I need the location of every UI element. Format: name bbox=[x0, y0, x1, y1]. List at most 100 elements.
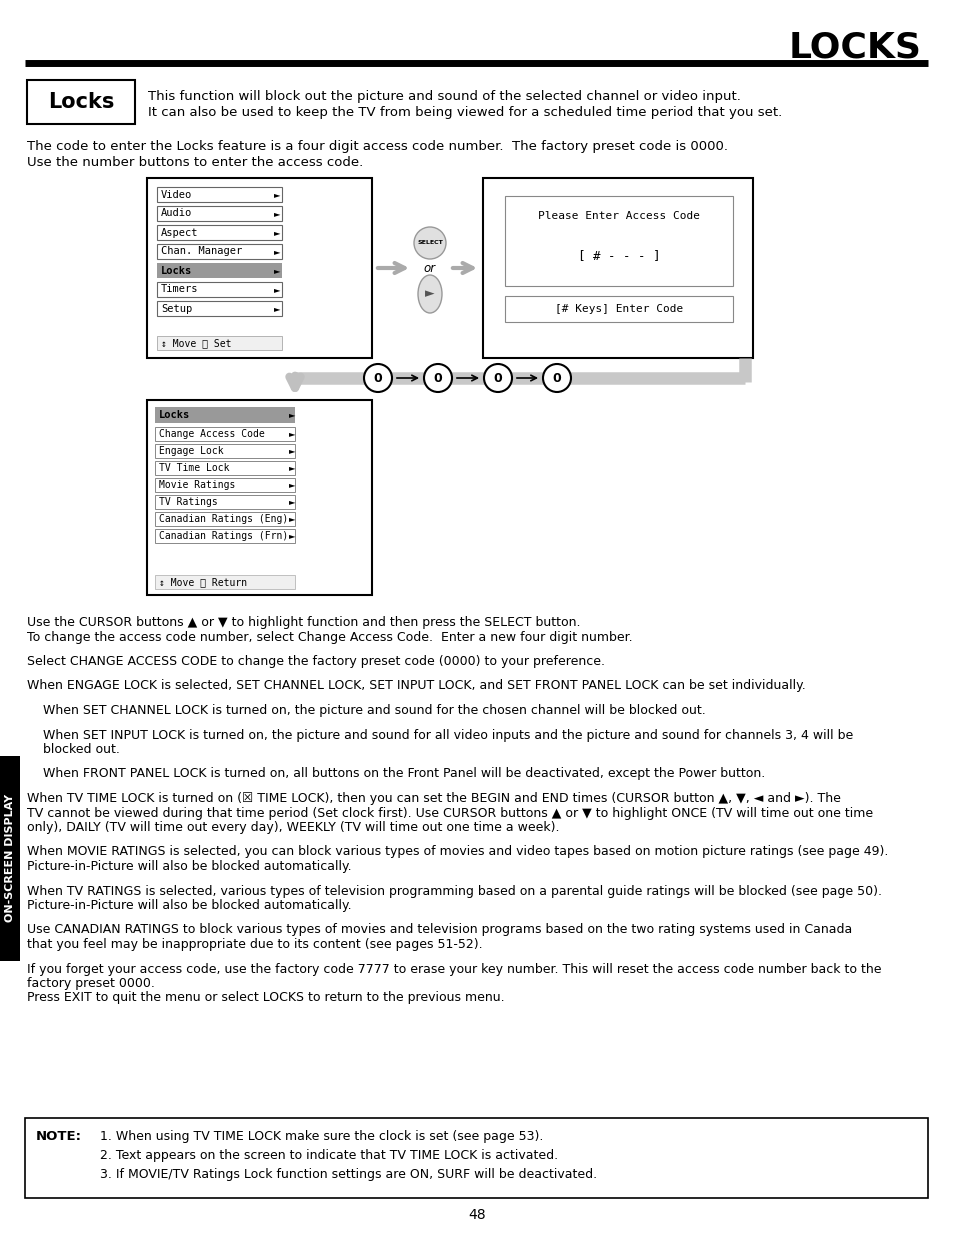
Text: Picture-in-Picture will also be blocked automatically.: Picture-in-Picture will also be blocked … bbox=[27, 860, 352, 873]
Text: 1. When using TV TIME LOCK make sure the clock is set (see page 53).: 1. When using TV TIME LOCK make sure the… bbox=[100, 1130, 543, 1144]
Text: [# Keys] Enter Code: [# Keys] Enter Code bbox=[555, 304, 682, 314]
Text: 0: 0 bbox=[374, 372, 382, 384]
Circle shape bbox=[423, 364, 452, 391]
Text: Canadian Ratings (Frn): Canadian Ratings (Frn) bbox=[159, 531, 288, 541]
Text: Video: Video bbox=[161, 189, 193, 200]
Text: Change Access Code: Change Access Code bbox=[159, 429, 265, 438]
Circle shape bbox=[414, 227, 446, 259]
Circle shape bbox=[364, 364, 392, 391]
Text: ►: ► bbox=[288, 515, 294, 524]
FancyBboxPatch shape bbox=[157, 186, 282, 203]
Text: When ENGAGE LOCK is selected, SET CHANNEL LOCK, SET INPUT LOCK, and SET FRONT PA: When ENGAGE LOCK is selected, SET CHANNE… bbox=[27, 679, 805, 693]
Text: ON-SCREEN DISPLAY: ON-SCREEN DISPLAY bbox=[5, 794, 15, 923]
Text: 2. Text appears on the screen to indicate that TV TIME LOCK is activated.: 2. Text appears on the screen to indicat… bbox=[100, 1149, 558, 1162]
Text: ↕ Move Ⓜ Return: ↕ Move Ⓜ Return bbox=[159, 577, 247, 587]
Text: To change the access code number, select Change Access Code.  Enter a new four d: To change the access code number, select… bbox=[27, 631, 632, 643]
Text: 0: 0 bbox=[552, 372, 560, 384]
FancyBboxPatch shape bbox=[0, 756, 20, 961]
Text: ►: ► bbox=[274, 285, 280, 294]
Text: Aspect: Aspect bbox=[161, 227, 198, 237]
FancyBboxPatch shape bbox=[504, 196, 732, 287]
Text: ►: ► bbox=[288, 410, 294, 420]
FancyBboxPatch shape bbox=[157, 282, 282, 296]
Text: ►: ► bbox=[274, 304, 280, 312]
Text: Setup: Setup bbox=[161, 304, 193, 314]
FancyBboxPatch shape bbox=[154, 529, 294, 543]
FancyBboxPatch shape bbox=[147, 178, 372, 358]
Text: ►: ► bbox=[274, 228, 280, 237]
Text: blocked out.: blocked out. bbox=[27, 743, 120, 756]
Text: Press EXIT to quit the menu or select LOCKS to return to the previous menu.: Press EXIT to quit the menu or select LO… bbox=[27, 992, 504, 1004]
Text: When TV TIME LOCK is turned on (☒ TIME LOCK), then you can set the BEGIN and END: When TV TIME LOCK is turned on (☒ TIME L… bbox=[27, 792, 840, 805]
Text: Select CHANGE ACCESS CODE to change the factory preset code (0000) to your prefe: Select CHANGE ACCESS CODE to change the … bbox=[27, 655, 604, 668]
Text: TV Ratings: TV Ratings bbox=[159, 496, 217, 508]
FancyBboxPatch shape bbox=[157, 263, 282, 278]
FancyBboxPatch shape bbox=[154, 576, 294, 589]
FancyBboxPatch shape bbox=[154, 445, 294, 458]
Text: Use CANADIAN RATINGS to block various types of movies and television programs ba: Use CANADIAN RATINGS to block various ty… bbox=[27, 924, 851, 936]
Text: ►: ► bbox=[288, 498, 294, 506]
FancyBboxPatch shape bbox=[25, 1118, 927, 1198]
Text: TV Time Lock: TV Time Lock bbox=[159, 463, 230, 473]
FancyBboxPatch shape bbox=[482, 178, 752, 358]
Text: that you feel may be inappropriate due to its content (see pages 51-52).: that you feel may be inappropriate due t… bbox=[27, 939, 482, 951]
Text: ►: ► bbox=[274, 209, 280, 219]
Text: only), DAILY (TV will time out every day), WEEKLY (TV will time out one time a w: only), DAILY (TV will time out every day… bbox=[27, 821, 558, 834]
Text: This function will block out the picture and sound of the selected channel or vi: This function will block out the picture… bbox=[148, 90, 740, 103]
FancyBboxPatch shape bbox=[154, 478, 294, 492]
Text: ►: ► bbox=[274, 266, 280, 275]
Text: or: or bbox=[423, 262, 436, 274]
Text: ►: ► bbox=[288, 447, 294, 456]
FancyBboxPatch shape bbox=[147, 400, 372, 595]
Text: ►: ► bbox=[425, 288, 435, 300]
Text: Use the CURSOR buttons ▲ or ▼ to highlight function and then press the SELECT bu: Use the CURSOR buttons ▲ or ▼ to highlig… bbox=[27, 616, 579, 629]
Text: ►: ► bbox=[288, 463, 294, 473]
Text: SELECT: SELECT bbox=[416, 241, 442, 246]
Text: 0: 0 bbox=[434, 372, 442, 384]
Text: Engage Lock: Engage Lock bbox=[159, 446, 223, 456]
Text: Use the number buttons to enter the access code.: Use the number buttons to enter the acce… bbox=[27, 156, 363, 169]
FancyBboxPatch shape bbox=[154, 408, 294, 424]
Circle shape bbox=[483, 364, 512, 391]
Text: NOTE:: NOTE: bbox=[36, 1130, 82, 1144]
Text: Movie Ratings: Movie Ratings bbox=[159, 480, 235, 490]
Text: 3. If MOVIE/TV Ratings Lock function settings are ON, SURF will be deactivated.: 3. If MOVIE/TV Ratings Lock function set… bbox=[100, 1168, 597, 1181]
Text: Locks: Locks bbox=[48, 91, 114, 112]
Text: Picture-in-Picture will also be blocked automatically.: Picture-in-Picture will also be blocked … bbox=[27, 899, 352, 911]
Text: When MOVIE RATINGS is selected, you can block various types of movies and video : When MOVIE RATINGS is selected, you can … bbox=[27, 846, 887, 858]
FancyBboxPatch shape bbox=[157, 225, 282, 240]
Text: LOCKS: LOCKS bbox=[788, 31, 921, 65]
Text: ►: ► bbox=[288, 430, 294, 438]
Text: factory preset 0000.: factory preset 0000. bbox=[27, 977, 154, 990]
Text: Timers: Timers bbox=[161, 284, 198, 294]
Text: When SET CHANNEL LOCK is turned on, the picture and sound for the chosen channel: When SET CHANNEL LOCK is turned on, the … bbox=[27, 704, 705, 718]
Text: 0: 0 bbox=[493, 372, 502, 384]
Text: When TV RATINGS is selected, various types of television programming based on a : When TV RATINGS is selected, various typ… bbox=[27, 884, 882, 898]
FancyBboxPatch shape bbox=[154, 513, 294, 526]
Text: Locks: Locks bbox=[161, 266, 193, 275]
Text: Please Enter Access Code: Please Enter Access Code bbox=[537, 211, 700, 221]
FancyBboxPatch shape bbox=[154, 495, 294, 509]
FancyBboxPatch shape bbox=[157, 301, 282, 316]
Text: TV cannot be viewed during that time period (Set clock first). Use CURSOR button: TV cannot be viewed during that time per… bbox=[27, 806, 872, 820]
FancyBboxPatch shape bbox=[157, 206, 282, 221]
FancyBboxPatch shape bbox=[27, 80, 135, 124]
FancyBboxPatch shape bbox=[154, 427, 294, 441]
FancyBboxPatch shape bbox=[504, 296, 732, 322]
Text: ↕ Move Ⓜ Set: ↕ Move Ⓜ Set bbox=[161, 338, 232, 348]
FancyBboxPatch shape bbox=[154, 461, 294, 475]
Circle shape bbox=[542, 364, 571, 391]
Text: Canadian Ratings (Eng): Canadian Ratings (Eng) bbox=[159, 514, 288, 524]
Text: It can also be used to keep the TV from being viewed for a scheduled time period: It can also be used to keep the TV from … bbox=[148, 106, 781, 119]
Text: ►: ► bbox=[274, 190, 280, 199]
Text: Chan. Manager: Chan. Manager bbox=[161, 247, 242, 257]
Text: When FRONT PANEL LOCK is turned on, all buttons on the Front Panel will be deact: When FRONT PANEL LOCK is turned on, all … bbox=[27, 767, 764, 781]
Text: ►: ► bbox=[288, 480, 294, 489]
FancyBboxPatch shape bbox=[157, 336, 282, 350]
Text: If you forget your access code, use the factory code 7777 to erase your key numb: If you forget your access code, use the … bbox=[27, 962, 881, 976]
Text: 48: 48 bbox=[468, 1208, 485, 1221]
Ellipse shape bbox=[417, 275, 441, 312]
Text: Locks: Locks bbox=[159, 410, 190, 420]
Text: When SET INPUT LOCK is turned on, the picture and sound for all video inputs and: When SET INPUT LOCK is turned on, the pi… bbox=[27, 729, 852, 741]
FancyBboxPatch shape bbox=[157, 245, 282, 259]
